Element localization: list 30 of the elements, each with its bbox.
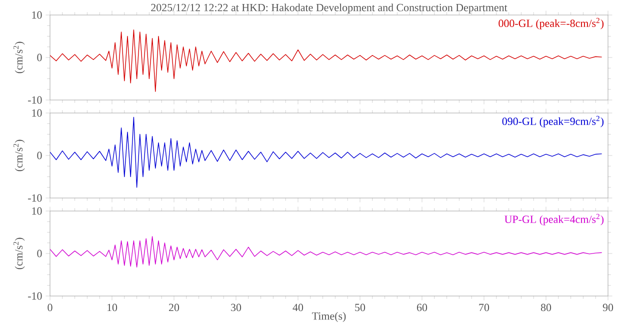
- y-tick-label: -10: [28, 292, 42, 300]
- x-tick-label: 20: [169, 304, 180, 312]
- y-tick-label: 0: [37, 54, 42, 62]
- x-tick-label: 90: [602, 304, 614, 312]
- x-tick-label: 40: [292, 304, 304, 312]
- x-tick-label: 10: [107, 304, 118, 312]
- y-axis-title: (cm/s$^{2}$): [13, 42, 25, 74]
- chart-title: 2025/12/12 12:22 at HKD: Hakodate Development and Construction Department: [151, 4, 508, 14]
- x-tick-label: 0: [48, 304, 52, 312]
- x-tick-label: 30: [231, 304, 242, 312]
- text: 090-GL (peak=9cm/s$^{2}$): [502, 116, 604, 128]
- y-axis-title: (cm/s$^{2}$): [13, 238, 25, 270]
- line-series: [50, 116, 602, 188]
- y-tick-label: 10: [32, 11, 42, 19]
- y-tick-label: 0: [37, 152, 42, 160]
- x-tick-label: 50: [355, 304, 366, 312]
- text: UP-GL (peak=4cm/s$^{2}$): [504, 214, 604, 226]
- y-tick-label: 0: [37, 250, 42, 258]
- y-tick-label: -10: [28, 96, 42, 104]
- text: 000-GL (peak=-8cm/s$^{2}$): [498, 18, 604, 30]
- y-tick-label: -10: [28, 194, 42, 202]
- line-series: [50, 236, 602, 268]
- y-tick-label: 10: [32, 109, 42, 117]
- x-tick-label: 70: [479, 304, 490, 312]
- x-axis-title: Time(s): [312, 312, 346, 322]
- x-tick-label: 80: [540, 304, 552, 312]
- y-axis-title: (cm/s$^{2}$): [13, 140, 25, 172]
- x-tick-label: 60: [416, 304, 428, 312]
- y-tick-label: 10: [32, 207, 42, 215]
- line-series: [50, 30, 602, 92]
